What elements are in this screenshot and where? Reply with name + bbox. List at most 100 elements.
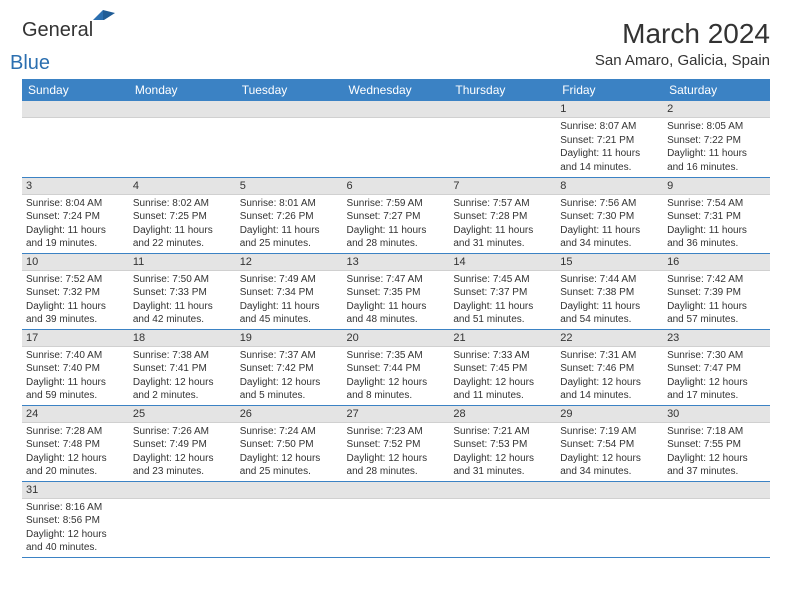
sunset: Sunset: 7:25 PM xyxy=(133,210,232,224)
sunrise: Sunrise: 8:05 AM xyxy=(667,120,766,134)
calendar-cell xyxy=(556,481,663,557)
day-data: Sunrise: 7:40 AMSunset: 7:40 PMDaylight:… xyxy=(22,347,129,405)
day-data: Sunrise: 7:49 AMSunset: 7:34 PMDaylight:… xyxy=(236,271,343,329)
day-number: 11 xyxy=(129,254,236,271)
day-number xyxy=(343,101,450,118)
daylight: Daylight: 11 hours and 48 minutes. xyxy=(347,300,446,327)
day-number: 3 xyxy=(22,178,129,195)
day-number xyxy=(129,482,236,499)
day-data xyxy=(449,499,556,549)
weekday-header: Sunday xyxy=(22,79,129,101)
day-data: Sunrise: 7:35 AMSunset: 7:44 PMDaylight:… xyxy=(343,347,450,405)
daylight: Daylight: 11 hours and 28 minutes. xyxy=(347,224,446,251)
day-data: Sunrise: 7:18 AMSunset: 7:55 PMDaylight:… xyxy=(663,423,770,481)
calendar-cell: 8Sunrise: 7:56 AMSunset: 7:30 PMDaylight… xyxy=(556,177,663,253)
daylight: Daylight: 12 hours and 8 minutes. xyxy=(347,376,446,403)
day-number xyxy=(449,101,556,118)
day-number: 6 xyxy=(343,178,450,195)
calendar-cell: 13Sunrise: 7:47 AMSunset: 7:35 PMDayligh… xyxy=(343,253,450,329)
logo-general: General xyxy=(22,19,93,41)
day-number: 5 xyxy=(236,178,343,195)
day-data xyxy=(556,499,663,549)
daylight: Daylight: 12 hours and 20 minutes. xyxy=(26,452,125,479)
day-data: Sunrise: 7:42 AMSunset: 7:39 PMDaylight:… xyxy=(663,271,770,329)
sunset: Sunset: 7:33 PM xyxy=(133,286,232,300)
calendar-cell: 10Sunrise: 7:52 AMSunset: 7:32 PMDayligh… xyxy=(22,253,129,329)
day-number xyxy=(22,101,129,118)
daylight: Daylight: 11 hours and 31 minutes. xyxy=(453,224,552,251)
sunset: Sunset: 7:35 PM xyxy=(347,286,446,300)
calendar-cell: 2Sunrise: 8:05 AMSunset: 7:22 PMDaylight… xyxy=(663,101,770,177)
header-right: March 2024 San Amaro, Galicia, Spain xyxy=(595,18,770,69)
calendar-cell: 28Sunrise: 7:21 AMSunset: 7:53 PMDayligh… xyxy=(449,405,556,481)
day-number xyxy=(129,101,236,118)
day-number: 16 xyxy=(663,254,770,271)
daylight: Daylight: 12 hours and 34 minutes. xyxy=(560,452,659,479)
day-data: Sunrise: 7:19 AMSunset: 7:54 PMDaylight:… xyxy=(556,423,663,481)
day-number: 15 xyxy=(556,254,663,271)
day-data: Sunrise: 7:31 AMSunset: 7:46 PMDaylight:… xyxy=(556,347,663,405)
day-number: 24 xyxy=(22,406,129,423)
weekday-header: Tuesday xyxy=(236,79,343,101)
sunset: Sunset: 7:39 PM xyxy=(667,286,766,300)
daylight: Daylight: 11 hours and 42 minutes. xyxy=(133,300,232,327)
sunset: Sunset: 7:54 PM xyxy=(560,438,659,452)
daylight: Daylight: 12 hours and 25 minutes. xyxy=(240,452,339,479)
daylight: Daylight: 11 hours and 54 minutes. xyxy=(560,300,659,327)
day-number xyxy=(556,482,663,499)
sunrise: Sunrise: 7:59 AM xyxy=(347,197,446,211)
daylight: Daylight: 11 hours and 45 minutes. xyxy=(240,300,339,327)
day-data: Sunrise: 7:24 AMSunset: 7:50 PMDaylight:… xyxy=(236,423,343,481)
daylight: Daylight: 11 hours and 36 minutes. xyxy=(667,224,766,251)
day-number: 17 xyxy=(22,330,129,347)
sunrise: Sunrise: 7:57 AM xyxy=(453,197,552,211)
day-data xyxy=(449,118,556,168)
daylight: Daylight: 12 hours and 40 minutes. xyxy=(26,528,125,555)
sunrise: Sunrise: 7:18 AM xyxy=(667,425,766,439)
sunset: Sunset: 7:21 PM xyxy=(560,134,659,148)
day-data: Sunrise: 7:52 AMSunset: 7:32 PMDaylight:… xyxy=(22,271,129,329)
sunset: Sunset: 7:53 PM xyxy=(453,438,552,452)
sunset: Sunset: 7:45 PM xyxy=(453,362,552,376)
day-data: Sunrise: 7:23 AMSunset: 7:52 PMDaylight:… xyxy=(343,423,450,481)
daylight: Daylight: 11 hours and 16 minutes. xyxy=(667,147,766,174)
calendar-cell xyxy=(129,101,236,177)
sunrise: Sunrise: 7:44 AM xyxy=(560,273,659,287)
day-number: 29 xyxy=(556,406,663,423)
day-number xyxy=(236,101,343,118)
day-data xyxy=(129,118,236,168)
weekday-header: Wednesday xyxy=(343,79,450,101)
day-data: Sunrise: 7:47 AMSunset: 7:35 PMDaylight:… xyxy=(343,271,450,329)
day-data xyxy=(343,118,450,168)
daylight: Daylight: 12 hours and 11 minutes. xyxy=(453,376,552,403)
day-number xyxy=(343,482,450,499)
sunrise: Sunrise: 7:45 AM xyxy=(453,273,552,287)
calendar-row: 1Sunrise: 8:07 AMSunset: 7:21 PMDaylight… xyxy=(22,101,770,177)
sunrise: Sunrise: 7:28 AM xyxy=(26,425,125,439)
sunset: Sunset: 7:48 PM xyxy=(26,438,125,452)
calendar-cell xyxy=(449,101,556,177)
sunrise: Sunrise: 7:42 AM xyxy=(667,273,766,287)
day-number: 8 xyxy=(556,178,663,195)
sunset: Sunset: 7:22 PM xyxy=(667,134,766,148)
sunrise: Sunrise: 7:52 AM xyxy=(26,273,125,287)
calendar-row: 31Sunrise: 8:16 AMSunset: 8:56 PMDayligh… xyxy=(22,481,770,557)
daylight: Daylight: 11 hours and 14 minutes. xyxy=(560,147,659,174)
calendar-cell xyxy=(236,101,343,177)
day-number: 10 xyxy=(22,254,129,271)
day-data xyxy=(236,118,343,168)
sunset: Sunset: 8:56 PM xyxy=(26,514,125,528)
calendar-cell: 30Sunrise: 7:18 AMSunset: 7:55 PMDayligh… xyxy=(663,405,770,481)
day-data: Sunrise: 7:54 AMSunset: 7:31 PMDaylight:… xyxy=(663,195,770,253)
day-data: Sunrise: 7:57 AMSunset: 7:28 PMDaylight:… xyxy=(449,195,556,253)
calendar-body: 1Sunrise: 8:07 AMSunset: 7:21 PMDaylight… xyxy=(22,101,770,557)
day-number xyxy=(449,482,556,499)
daylight: Daylight: 12 hours and 31 minutes. xyxy=(453,452,552,479)
day-number: 23 xyxy=(663,330,770,347)
sunset: Sunset: 7:42 PM xyxy=(240,362,339,376)
day-data: Sunrise: 8:02 AMSunset: 7:25 PMDaylight:… xyxy=(129,195,236,253)
calendar-cell xyxy=(22,101,129,177)
sunrise: Sunrise: 7:23 AM xyxy=(347,425,446,439)
sunrise: Sunrise: 7:21 AM xyxy=(453,425,552,439)
calendar-cell xyxy=(449,481,556,557)
